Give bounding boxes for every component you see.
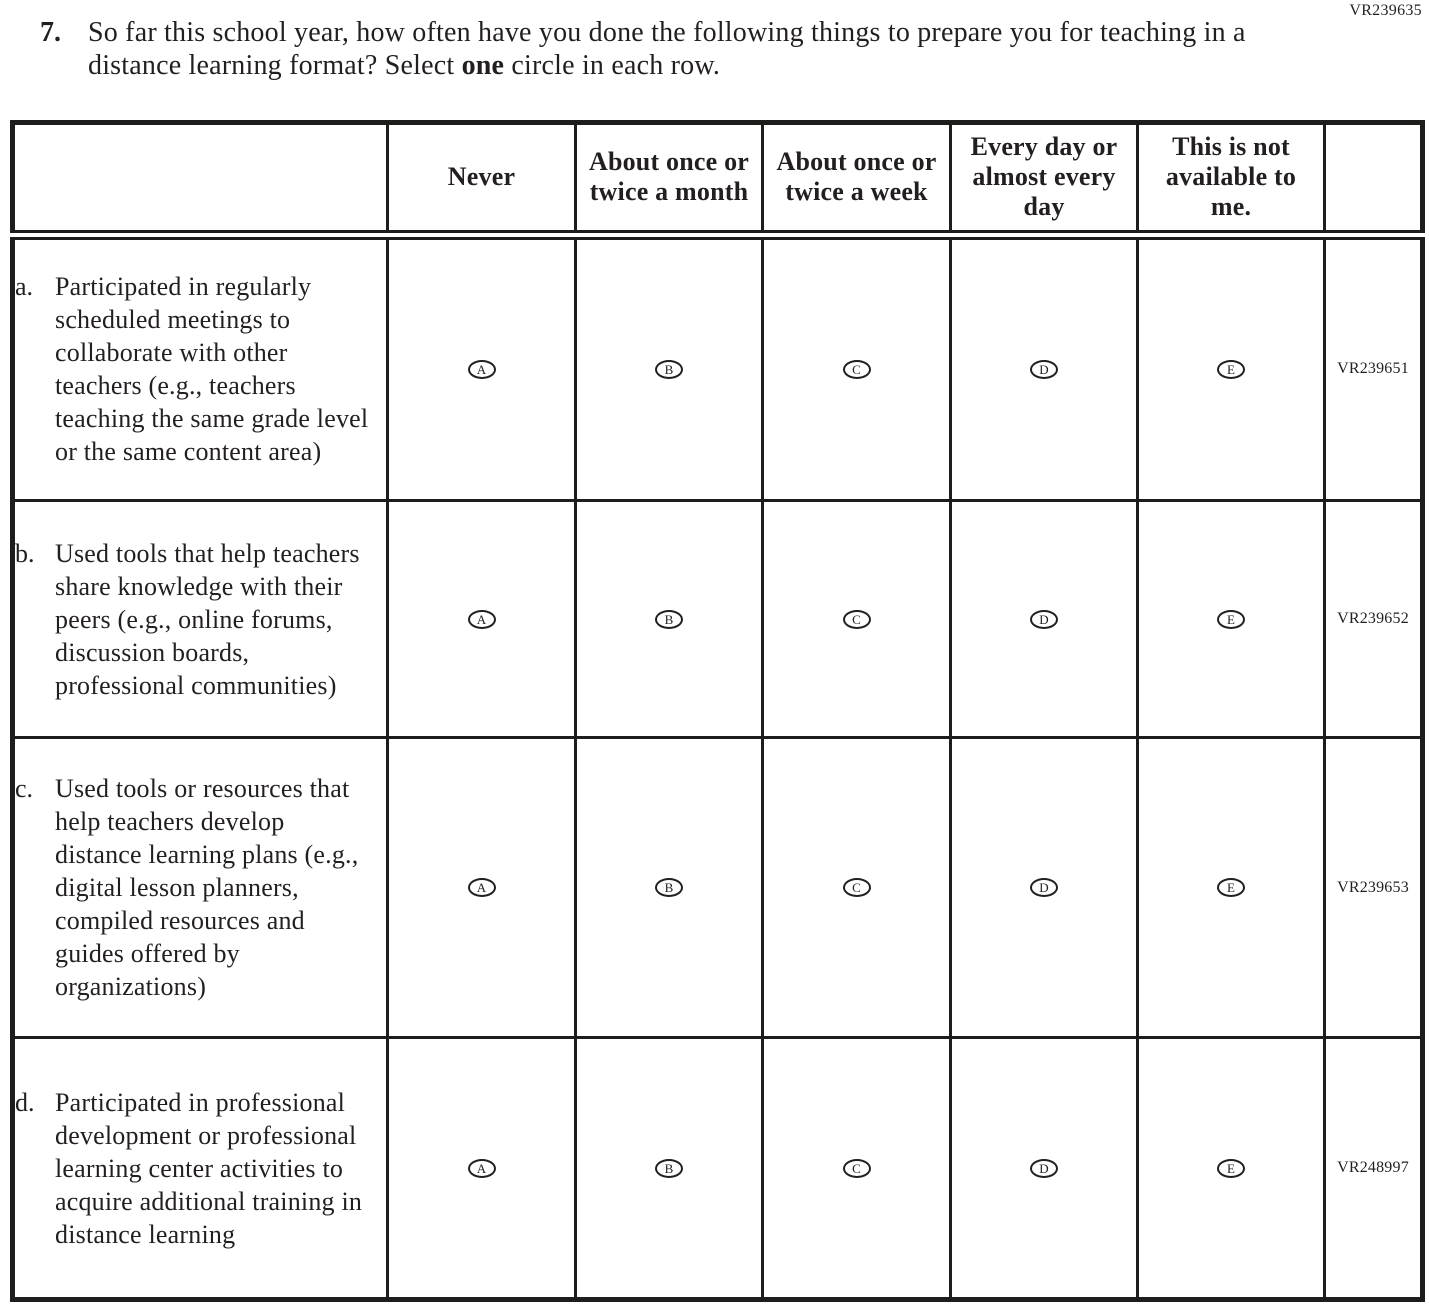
item-letter: c. [15, 774, 34, 803]
item-letter: b. [15, 538, 35, 568]
answer-bubble-e[interactable]: E [1217, 609, 1245, 629]
option-cell: B [574, 1036, 764, 1301]
item-label-d: d. Participated in professional developm… [11, 1036, 389, 1301]
row-code: VR239653 [1323, 736, 1424, 1039]
option-cell: B [574, 233, 764, 502]
option-cell: E [1136, 1036, 1326, 1301]
question-text-part1: So far this school year, how often have … [88, 17, 1246, 81]
option-cell: C [761, 233, 952, 502]
answer-bubble-d[interactable]: D [1030, 359, 1058, 379]
item-text: Used tools that help teachers share know… [55, 538, 360, 700]
header-row: Never About once or twice a month About … [11, 121, 1424, 240]
option-cell: B [574, 736, 764, 1039]
header-never: Never [386, 121, 577, 240]
answer-bubble-b[interactable]: B [655, 1158, 683, 1178]
question-text: So far this school year, how often have … [88, 16, 1258, 82]
header-once-twice-month: About once or twice a month [574, 121, 764, 240]
option-cell: D [949, 1036, 1139, 1301]
option-cell: A [386, 1036, 577, 1301]
item-text: Used tools or resources that help teache… [55, 774, 359, 1001]
option-cell: E [1136, 499, 1326, 739]
answer-bubble-e[interactable]: E [1217, 878, 1245, 897]
option-cell: A [386, 233, 577, 502]
item-text: Participated in regularly scheduled meet… [55, 272, 369, 467]
question-bold-word: one [461, 50, 505, 81]
item-letter: d. [15, 1087, 35, 1117]
header-once-twice-week: About once or twice a week [761, 121, 952, 240]
answer-bubble-a[interactable]: A [467, 878, 496, 897]
table-row-a: a. Participated in regularly scheduled m… [11, 233, 1424, 502]
item-label-b: b. Used tools that help teachers share k… [11, 499, 389, 739]
item-text: Participated in professional development… [55, 1087, 363, 1249]
answer-bubble-c[interactable]: C [842, 609, 871, 629]
answer-bubble-e[interactable]: E [1217, 1158, 1245, 1178]
option-cell: C [761, 1036, 952, 1301]
option-cell: A [386, 736, 577, 1039]
header-not-available: This is not available to me. [1136, 121, 1326, 240]
header-empty-item [11, 121, 389, 240]
table-row-c: c. Used tools or resources that help tea… [11, 736, 1424, 1039]
header-every-day: Every day or almost every day [949, 121, 1139, 240]
answer-bubble-d[interactable]: D [1030, 878, 1058, 897]
option-cell: A [386, 499, 577, 739]
header-empty-code [1323, 121, 1424, 240]
answer-bubble-a[interactable]: A [467, 609, 496, 629]
row-code: VR248997 [1323, 1036, 1424, 1301]
option-cell: D [949, 499, 1139, 739]
option-cell: C [761, 499, 952, 739]
answer-bubble-c[interactable]: C [842, 1158, 871, 1178]
option-cell: D [949, 233, 1139, 502]
answer-bubble-d[interactable]: D [1030, 1158, 1058, 1178]
option-cell: E [1136, 736, 1326, 1039]
item-label-c: c. Used tools or resources that help tea… [11, 736, 389, 1039]
answer-bubble-a[interactable]: A [467, 1158, 496, 1178]
answer-bubble-b[interactable]: B [655, 878, 683, 897]
answer-bubble-d[interactable]: D [1030, 609, 1058, 629]
option-cell: E [1136, 233, 1326, 502]
option-cell: C [761, 736, 952, 1039]
question-block: 7. So far this school year, how often ha… [40, 16, 1409, 82]
table-row-b: b. Used tools that help teachers share k… [11, 499, 1424, 739]
item-label-a: a. Participated in regularly scheduled m… [11, 233, 389, 502]
option-cell: D [949, 736, 1139, 1039]
answer-bubble-a[interactable]: A [467, 359, 496, 379]
table-row-d: d. Participated in professional developm… [11, 1036, 1424, 1301]
answer-bubble-b[interactable]: B [655, 609, 683, 629]
answer-bubble-c[interactable]: C [842, 359, 871, 379]
answer-bubble-b[interactable]: B [655, 359, 683, 379]
row-code: VR239651 [1323, 233, 1424, 502]
question-text-part2: circle in each row. [504, 50, 721, 81]
form-code: VR239635 [1349, 2, 1422, 19]
answer-bubble-e[interactable]: E [1217, 359, 1245, 379]
question-number: 7. [40, 17, 61, 48]
row-code: VR239652 [1323, 499, 1424, 739]
frequency-table: Never About once or twice a month About … [10, 120, 1425, 1302]
option-cell: B [574, 499, 764, 739]
item-letter: a. [15, 272, 34, 302]
answer-bubble-c[interactable]: C [842, 878, 871, 897]
